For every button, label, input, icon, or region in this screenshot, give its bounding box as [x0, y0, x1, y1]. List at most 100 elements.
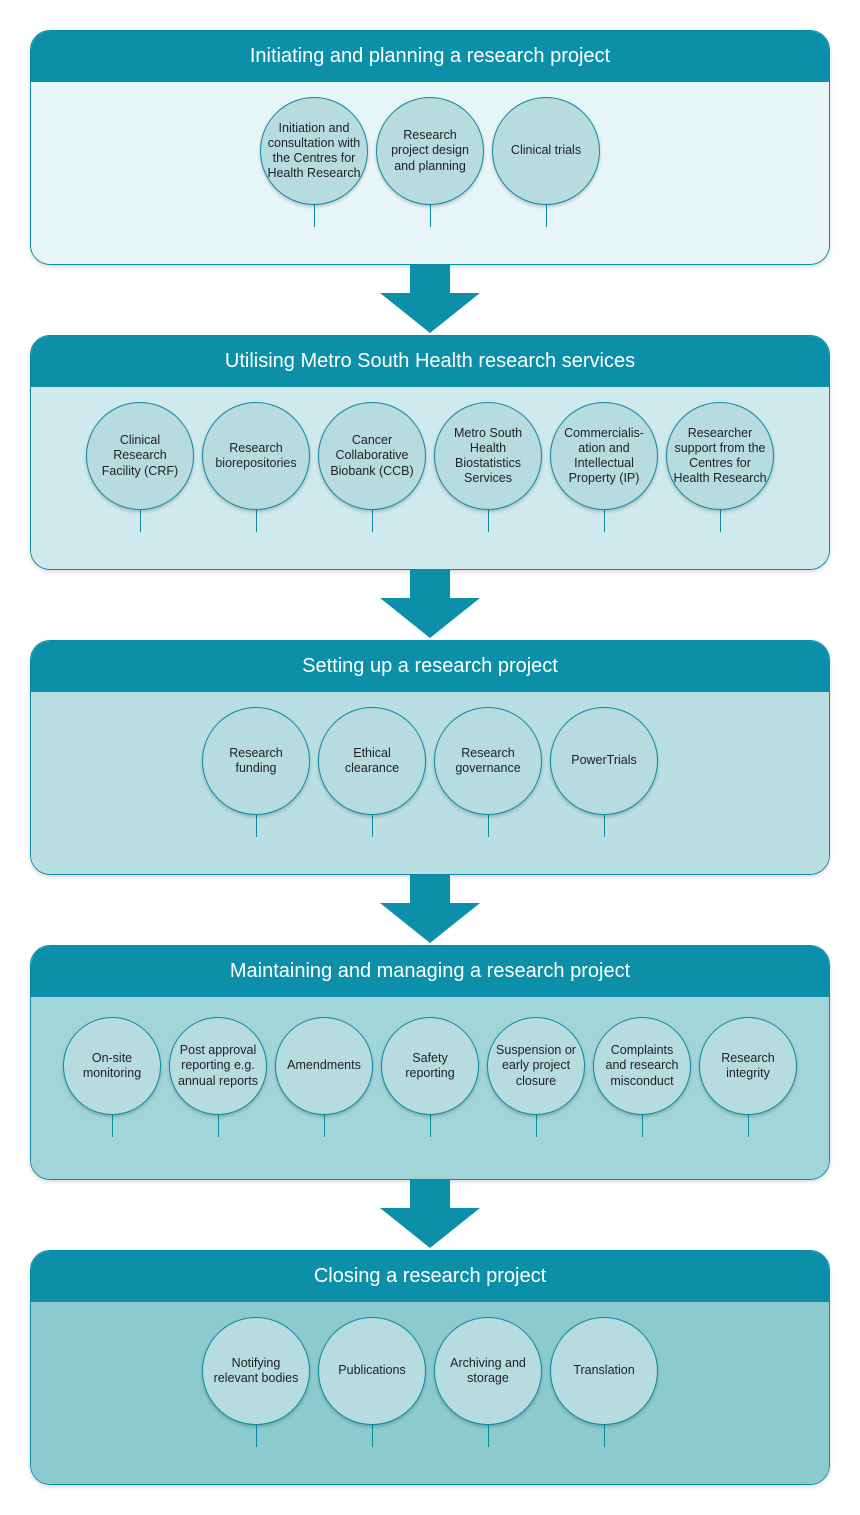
- stage-node: Initiation and consultation with the Cen…: [260, 97, 368, 227]
- stage-node-label: On-site monitoring: [70, 1051, 154, 1082]
- stage-node: Post approval reporting e.g. annual repo…: [169, 1017, 267, 1137]
- stage: Utilising Metro South Health research se…: [30, 335, 830, 570]
- stage-node-stem: [112, 1115, 113, 1137]
- stage-node-stem: [372, 815, 373, 837]
- stage-node-stem: [372, 510, 373, 532]
- stage-node-label: Suspension or early project closure: [494, 1043, 578, 1089]
- stage-header: Closing a research project: [31, 1251, 829, 1302]
- stage-node-label: Initiation and consultation with the Cen…: [267, 121, 361, 182]
- stage-node: Suspension or early project closure: [487, 1017, 585, 1137]
- stage-node-label: Metro South Health Biostatistics Service…: [441, 426, 535, 487]
- stage: Initiating and planning a research proje…: [30, 30, 830, 265]
- stage-node-stem: [604, 1425, 605, 1447]
- stage-node: On-site monitoring: [63, 1017, 161, 1137]
- stage-node: PowerTrials: [550, 707, 658, 837]
- stage-node-circle: On-site monitoring: [63, 1017, 161, 1115]
- stage-node: Ethical clearance: [318, 707, 426, 837]
- stage-node-stem: [642, 1115, 643, 1137]
- stage-node-stem: [720, 510, 721, 532]
- stage-node-label: Ethical clearance: [325, 746, 419, 777]
- stage-node-label: Amendments: [287, 1058, 361, 1073]
- stage-node-label: Cancer Collaborative Biobank (CCB): [325, 433, 419, 479]
- stage-node-circle: Archiving and storage: [434, 1317, 542, 1425]
- stage-node-label: Publications: [338, 1363, 405, 1378]
- stage-node-stem: [488, 1425, 489, 1447]
- stage-node-stem: [256, 815, 257, 837]
- stage-node-label: Research funding: [209, 746, 303, 777]
- stage-node: Researcher support from the Centres for …: [666, 402, 774, 532]
- stage-node-label: Archiving and storage: [441, 1356, 535, 1387]
- stage-node-circle: Commercialis-ation and Intellectual Prop…: [550, 402, 658, 510]
- stage-node: Research integrity: [699, 1017, 797, 1137]
- stage-node-label: Complaints and research misconduct: [600, 1043, 684, 1089]
- stage-node: Research funding: [202, 707, 310, 837]
- stage: Closing a research projectNotifying rele…: [30, 1250, 830, 1485]
- stage-body: On-site monitoring Post approval reportin…: [31, 997, 829, 1179]
- stage-node-stem: [604, 815, 605, 837]
- stage-node-circle: Initiation and consultation with the Cen…: [260, 97, 368, 205]
- stage-header: Utilising Metro South Health research se…: [31, 336, 829, 387]
- down-arrow-icon: [370, 570, 490, 640]
- stage-node-circle: Publications: [318, 1317, 426, 1425]
- stage-node: Research governance: [434, 707, 542, 837]
- stage-node-stem: [372, 1425, 373, 1447]
- stage-node: Clinical trials: [492, 97, 600, 227]
- stage-header: Setting up a research project: [31, 641, 829, 692]
- stage-node-label: Research biorepositories: [209, 441, 303, 472]
- stage-node-label: Research project design and planning: [383, 128, 477, 174]
- down-arrow-icon: [370, 1180, 490, 1250]
- stage-node-stem: [536, 1115, 537, 1137]
- stage-node: Notifying relevant bodies: [202, 1317, 310, 1447]
- stage-node-stem: [218, 1115, 219, 1137]
- stage-node-circle: PowerTrials: [550, 707, 658, 815]
- stage-node-circle: Research integrity: [699, 1017, 797, 1115]
- stage-node-circle: Metro South Health Biostatistics Service…: [434, 402, 542, 510]
- stage-header: Maintaining and managing a research proj…: [31, 946, 829, 997]
- stage-node-circle: Research governance: [434, 707, 542, 815]
- stage-node: Commercialis-ation and Intellectual Prop…: [550, 402, 658, 532]
- stage-node-label: Clinical trials: [511, 143, 581, 158]
- stage-node-label: Translation: [573, 1363, 634, 1378]
- stage-node-stem: [256, 510, 257, 532]
- stage-node-stem: [314, 205, 315, 227]
- stage-node-circle: Safety reporting: [381, 1017, 479, 1115]
- stage-node: Research project design and planning: [376, 97, 484, 227]
- stage-node: Complaints and research misconduct: [593, 1017, 691, 1137]
- stage-body: Notifying relevant bodies Publications Arc…: [31, 1302, 829, 1484]
- stage-node-circle: Suspension or early project closure: [487, 1017, 585, 1115]
- stage-node-circle: Research biorepositories: [202, 402, 310, 510]
- stage-node-stem: [748, 1115, 749, 1137]
- stage-node-circle: Researcher support from the Centres for …: [666, 402, 774, 510]
- stage-node-circle: Research project design and planning: [376, 97, 484, 205]
- stage-node-stem: [488, 510, 489, 532]
- stage-node-circle: Clinical trials: [492, 97, 600, 205]
- stage-node-stem: [604, 510, 605, 532]
- stage-node-circle: Amendments: [275, 1017, 373, 1115]
- stage-node-circle: Translation: [550, 1317, 658, 1425]
- stage-node-stem: [546, 205, 547, 227]
- stage-node-label: Safety reporting: [388, 1051, 472, 1082]
- stage-node-label: Notifying relevant bodies: [209, 1356, 303, 1387]
- stage-node: Clinical Research Facility (CRF): [86, 402, 194, 532]
- stage-node-label: PowerTrials: [571, 753, 637, 768]
- stage-node-label: Commercialis-ation and Intellectual Prop…: [557, 426, 651, 487]
- stage-body: Clinical Research Facility (CRF) Research…: [31, 387, 829, 569]
- stage-node-stem: [140, 510, 141, 532]
- stage-node-stem: [430, 205, 431, 227]
- stage-node: Research biorepositories: [202, 402, 310, 532]
- stage-node: Publications: [318, 1317, 426, 1447]
- stage-node: Amendments: [275, 1017, 373, 1137]
- down-arrow-icon: [370, 265, 490, 335]
- stage-node-stem: [488, 815, 489, 837]
- stage: Setting up a research projectResearch fu…: [30, 640, 830, 875]
- stage-node-label: Clinical Research Facility (CRF): [93, 433, 187, 479]
- stage-node-label: Research integrity: [706, 1051, 790, 1082]
- stage-node-circle: Notifying relevant bodies: [202, 1317, 310, 1425]
- stage-body: Research funding Ethical clearance Researc…: [31, 692, 829, 874]
- stage-body: Initiation and consultation with the Cen…: [31, 82, 829, 264]
- stage-node-label: Research governance: [441, 746, 535, 777]
- stage-node-circle: Research funding: [202, 707, 310, 815]
- stage: Maintaining and managing a research proj…: [30, 945, 830, 1180]
- stage-node-circle: Cancer Collaborative Biobank (CCB): [318, 402, 426, 510]
- stage-node: Cancer Collaborative Biobank (CCB): [318, 402, 426, 532]
